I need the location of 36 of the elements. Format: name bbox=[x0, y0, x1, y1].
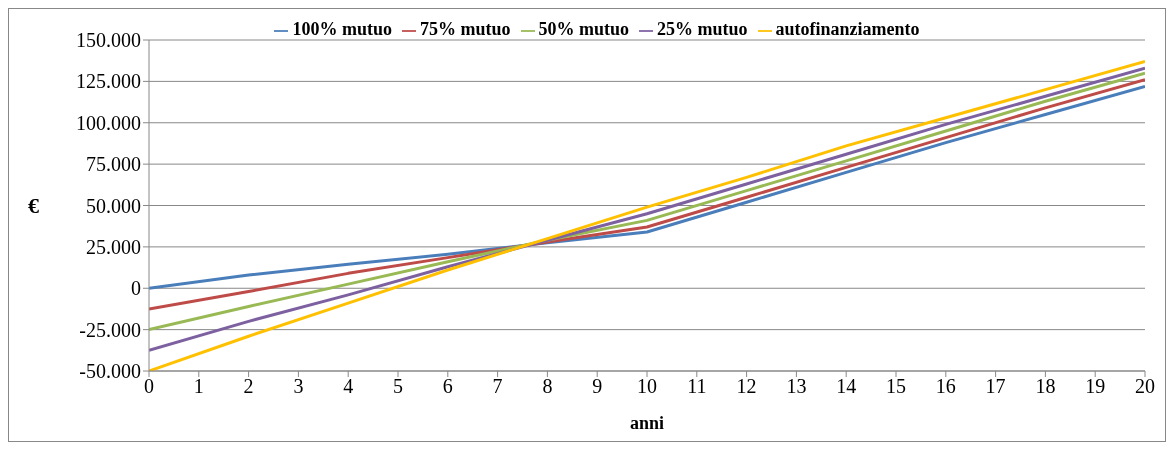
x-tick-label: 7 bbox=[492, 375, 503, 398]
x-tick-label: 3 bbox=[293, 375, 304, 398]
y-tick-label: 100.000 bbox=[76, 111, 141, 134]
x-tick-label: 16 bbox=[935, 375, 956, 398]
x-tick-label: 10 bbox=[637, 375, 657, 398]
legend-label: 25% mutuo bbox=[657, 19, 748, 39]
x-axis-title: anni bbox=[629, 413, 665, 433]
y-tick-label: -50.000 bbox=[79, 360, 141, 383]
legend-label: 50% mutuo bbox=[538, 19, 630, 39]
x-tick-label: 1 bbox=[193, 375, 204, 398]
y-tick-label: 0 bbox=[131, 277, 141, 300]
x-tick-label: 4 bbox=[343, 375, 354, 398]
x-tick-label: 20 bbox=[1135, 375, 1155, 398]
y-tick-label: 50.000 bbox=[86, 194, 141, 217]
x-tick-label: 6 bbox=[442, 375, 453, 398]
x-tick-label: 9 bbox=[592, 375, 603, 398]
y-tick-label: 75.000 bbox=[86, 153, 141, 176]
legend-label: 75% mutuo bbox=[419, 19, 511, 39]
x-tick-label: 12 bbox=[736, 375, 757, 398]
y-tick-label: 150.000 bbox=[76, 29, 141, 52]
x-tick-label: 11 bbox=[687, 375, 707, 398]
y-tick-label: 25.000 bbox=[86, 235, 141, 258]
x-tick-label: 14 bbox=[836, 375, 857, 398]
legend-label: autofinanziamento bbox=[775, 19, 920, 39]
x-tick-label: 17 bbox=[985, 375, 1006, 398]
legend-label: 100% mutuo bbox=[292, 19, 392, 39]
x-tick-label: 8 bbox=[542, 375, 553, 398]
x-tick-label: 13 bbox=[786, 375, 807, 398]
x-tick-label: 2 bbox=[243, 375, 254, 398]
y-tick-label: 125.000 bbox=[76, 70, 141, 93]
y-tick-label: -25.000 bbox=[79, 318, 141, 341]
x-tick-label: 15 bbox=[886, 375, 906, 398]
x-tick-label: 5 bbox=[393, 375, 403, 398]
x-tick-label: 19 bbox=[1085, 375, 1106, 398]
x-tick-label: 18 bbox=[1035, 375, 1056, 398]
y-axis-title: € bbox=[28, 193, 39, 219]
